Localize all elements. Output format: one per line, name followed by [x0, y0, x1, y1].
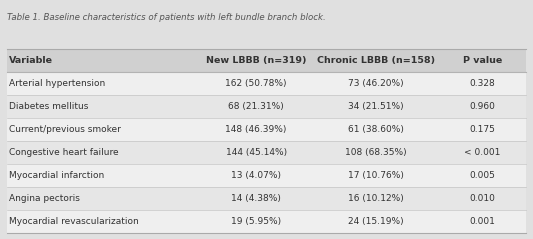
Text: 144 (45.14%): 144 (45.14%) — [225, 148, 287, 157]
Text: Chronic LBBB (n=158): Chronic LBBB (n=158) — [317, 56, 435, 65]
Text: 0.328: 0.328 — [469, 79, 495, 88]
Text: Myocardial infarction: Myocardial infarction — [10, 171, 104, 180]
Text: 162 (50.78%): 162 (50.78%) — [225, 79, 287, 88]
Text: 16 (10.12%): 16 (10.12%) — [348, 194, 403, 203]
Text: 14 (4.38%): 14 (4.38%) — [231, 194, 281, 203]
Text: 0.960: 0.960 — [469, 102, 495, 111]
Text: 73 (46.20%): 73 (46.20%) — [348, 79, 403, 88]
Text: Myocardial revascularization: Myocardial revascularization — [10, 217, 139, 226]
Text: Arterial hypertension: Arterial hypertension — [10, 79, 106, 88]
Bar — [7, 187, 526, 210]
Text: Current/previous smoker: Current/previous smoker — [10, 125, 121, 134]
Text: P value: P value — [463, 56, 502, 65]
Text: 0.001: 0.001 — [469, 217, 495, 226]
Text: Diabetes mellitus: Diabetes mellitus — [10, 102, 88, 111]
Text: 61 (38.60%): 61 (38.60%) — [348, 125, 403, 134]
Bar — [7, 118, 526, 141]
Bar — [7, 210, 526, 233]
Text: Congestive heart failure: Congestive heart failure — [10, 148, 119, 157]
Bar — [7, 72, 526, 95]
Text: 13 (4.07%): 13 (4.07%) — [231, 171, 281, 180]
Text: 148 (46.39%): 148 (46.39%) — [225, 125, 287, 134]
Text: Table 1. Baseline characteristics of patients with left bundle branch block.: Table 1. Baseline characteristics of pat… — [7, 13, 326, 22]
Text: 108 (68.35%): 108 (68.35%) — [345, 148, 407, 157]
Text: 17 (10.76%): 17 (10.76%) — [348, 171, 403, 180]
Text: 34 (21.51%): 34 (21.51%) — [348, 102, 403, 111]
Text: Variable: Variable — [10, 56, 53, 65]
Text: 0.175: 0.175 — [469, 125, 495, 134]
Text: Angina pectoris: Angina pectoris — [10, 194, 80, 203]
Text: < 0.001: < 0.001 — [464, 148, 500, 157]
Text: 68 (21.31%): 68 (21.31%) — [228, 102, 284, 111]
Text: 0.005: 0.005 — [469, 171, 495, 180]
Text: 0.010: 0.010 — [469, 194, 495, 203]
Text: New LBBB (n=319): New LBBB (n=319) — [206, 56, 306, 65]
Text: 24 (15.19%): 24 (15.19%) — [348, 217, 403, 226]
Text: 19 (5.95%): 19 (5.95%) — [231, 217, 281, 226]
Bar — [7, 164, 526, 187]
Bar — [7, 141, 526, 164]
Bar — [7, 49, 526, 72]
Bar — [7, 95, 526, 118]
